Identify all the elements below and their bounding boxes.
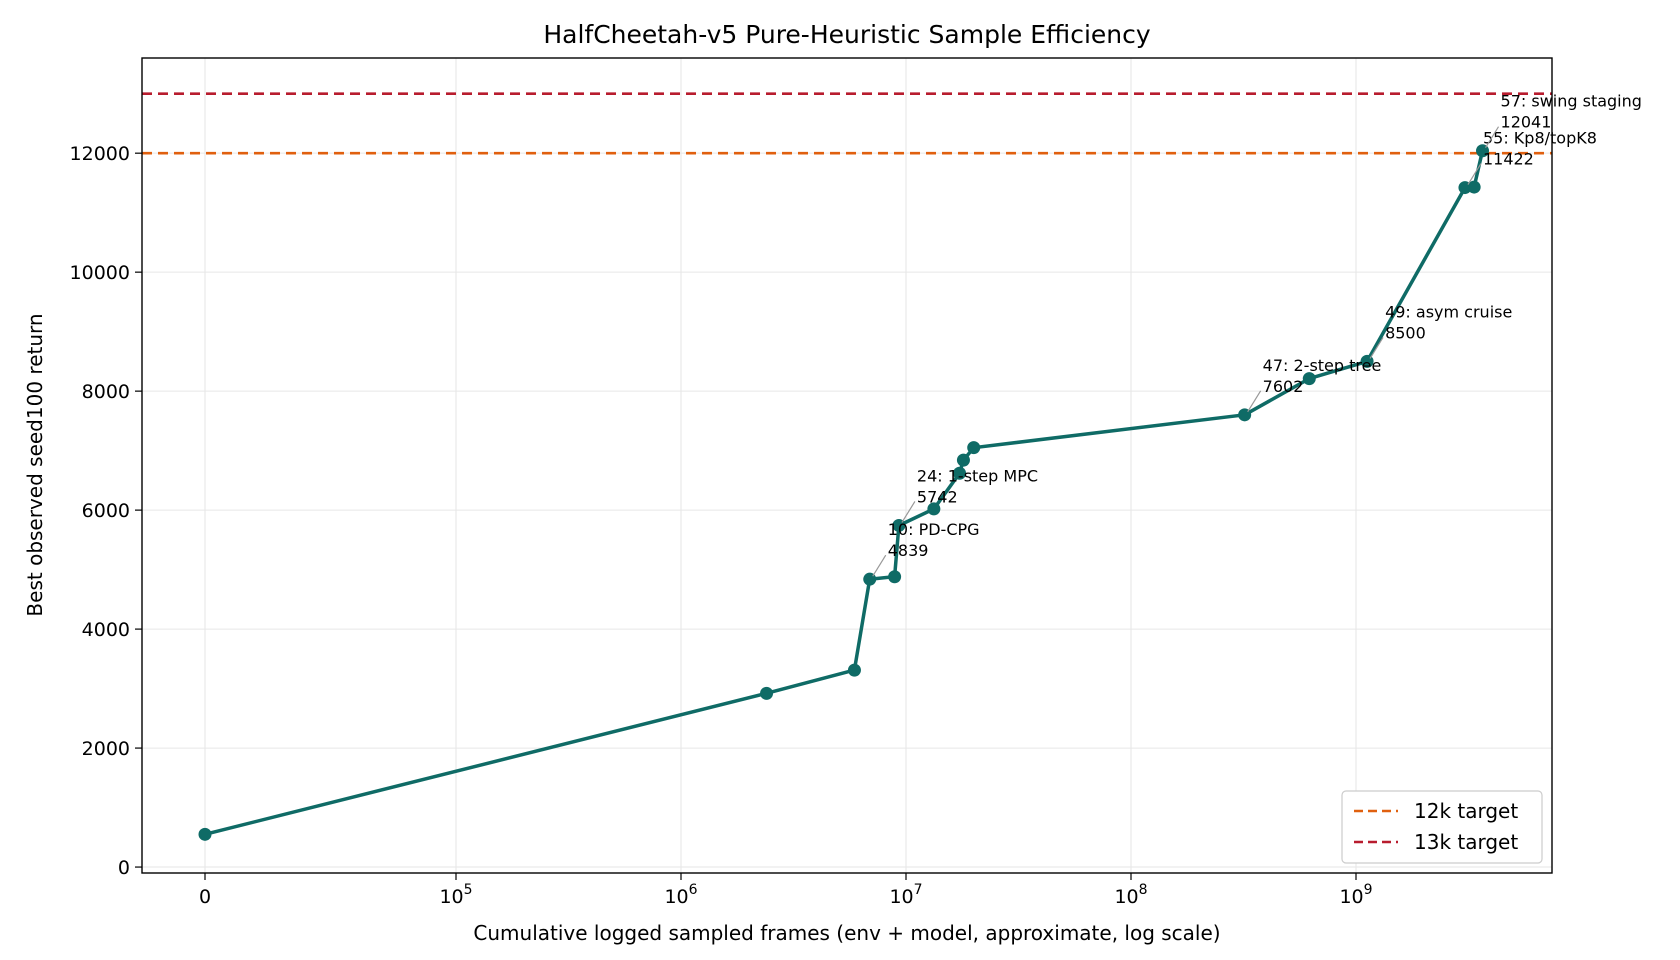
data-point: [888, 570, 902, 584]
legend-label-13k: 13k target: [1414, 830, 1518, 854]
annotation-value: 12041: [1501, 113, 1552, 132]
x-tick-label: 109: [1339, 882, 1372, 908]
data-point: [953, 466, 967, 480]
annotation-label: 57: swing staging: [1501, 92, 1642, 111]
annotation-leader: [872, 554, 887, 577]
series-layer: [198, 144, 1490, 841]
series-line: [204, 150, 1485, 836]
data-point: [760, 686, 774, 700]
x-axis-label: Cumulative logged sampled frames (env + …: [473, 921, 1220, 945]
y-tick-label: 0: [118, 857, 130, 879]
chart-title: HalfCheetah-v5 Pure-Heuristic Sample Eff…: [543, 20, 1151, 49]
legend-label-12k: 12k target: [1414, 799, 1518, 823]
annotation-leader: [1247, 390, 1262, 413]
data-point: [927, 502, 941, 516]
annotation-value: 11422: [1483, 150, 1534, 169]
annotation-leader: [1369, 337, 1384, 359]
plot-frame: [141, 57, 1553, 874]
data-point: [1302, 372, 1316, 386]
grid: [142, 58, 1552, 873]
x-tick-label: 105: [439, 882, 472, 908]
y-tick-label: 6000: [82, 500, 130, 522]
annotation-label: 24: 1-step MPC: [917, 466, 1038, 485]
annotation-value: 5742: [917, 487, 958, 506]
legend-box: [1341, 790, 1543, 864]
annotation-label: 55: Kp8/topK8: [1483, 129, 1597, 148]
x-tick-label: 108: [1114, 882, 1147, 908]
y-tick-label: 8000: [82, 381, 130, 403]
data-point: [1467, 180, 1481, 194]
legend: 12k target 13k target: [1341, 790, 1543, 864]
annotation-label: 10: PD-CPG: [888, 520, 980, 539]
annotation-label: 49: asym cruise: [1385, 302, 1512, 321]
y-axis-label: Best observed seed100 return: [23, 313, 47, 616]
x-tick-label: 106: [664, 882, 697, 908]
y-tick-label: 12000: [70, 143, 130, 165]
x-tick-label: 0: [199, 886, 211, 908]
annotation-leader: [1485, 126, 1500, 149]
data-point: [198, 827, 212, 841]
annotation-value: 4839: [888, 541, 929, 560]
data-point: [956, 453, 970, 467]
x-axis-ticks: 0 105 106 107 108 109: [199, 873, 1373, 908]
y-axis-ticks: 0 2000 4000 6000 8000 10000 12000: [70, 143, 142, 879]
annotation-leader: [1467, 163, 1482, 185]
data-point: [847, 663, 861, 677]
data-point: [967, 441, 981, 455]
annotation-value: 7602: [1263, 377, 1304, 396]
annotation-value: 8500: [1385, 323, 1426, 342]
annotation-leader: [901, 501, 916, 523]
y-tick-label: 2000: [82, 738, 130, 760]
y-tick-label: 4000: [82, 619, 130, 641]
annotation-layer: 10: PD-CPG 4839 24: 1-step MPC 5742 47: 2-st…: [872, 92, 1642, 577]
reference-lines: [142, 92, 1552, 155]
x-tick-label: 107: [889, 882, 922, 908]
y-tick-label: 10000: [70, 262, 130, 284]
annotation-label: 47: 2-step tree: [1263, 356, 1382, 375]
